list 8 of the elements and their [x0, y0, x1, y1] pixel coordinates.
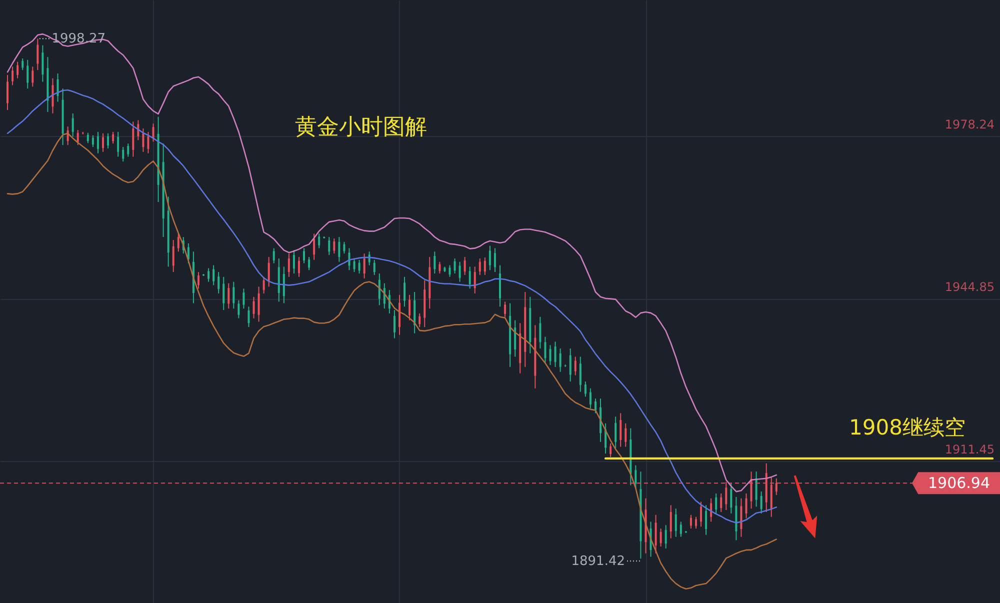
y-tick-label: 1911.45	[944, 442, 994, 457]
ref-line-label: 1906.94	[928, 474, 990, 492]
annotation: 1998.27	[52, 32, 106, 47]
annotation: 1891.42	[571, 554, 625, 569]
series-label: 1908继续空	[849, 415, 966, 440]
y-tick-label: 1944.85	[944, 280, 994, 294]
y-tick-label: 1978.24	[944, 118, 994, 132]
text: 黄金小时图解	[295, 115, 427, 140]
